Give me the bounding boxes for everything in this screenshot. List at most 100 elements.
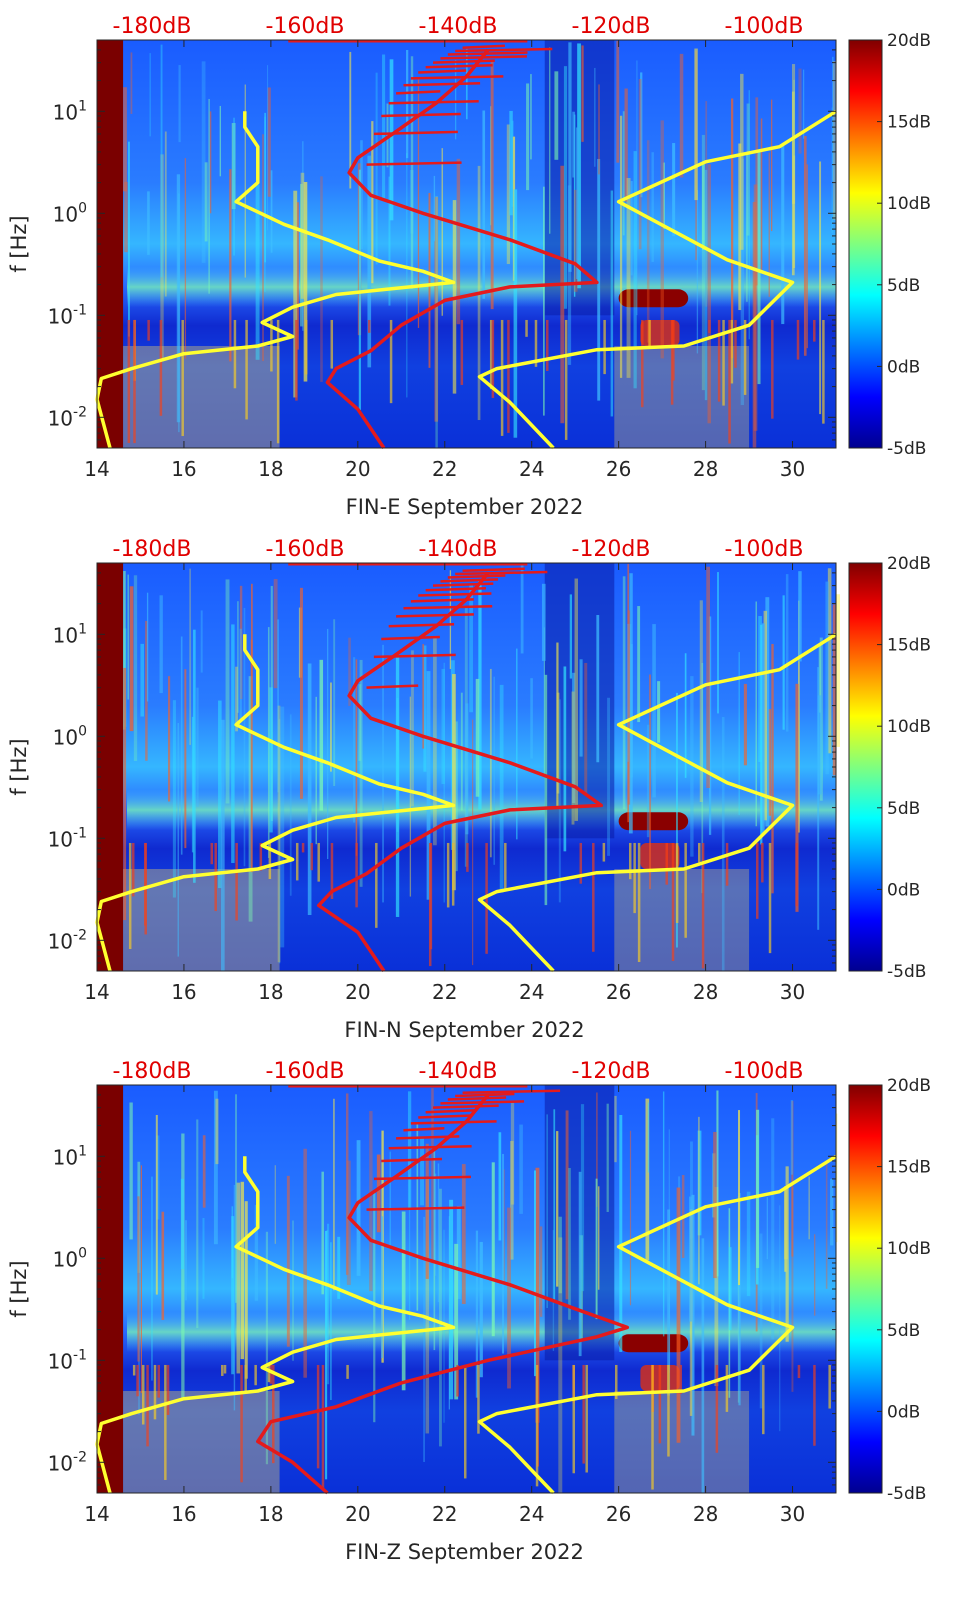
transient-streak	[272, 1364, 275, 1464]
spectrogram-streak	[184, 669, 187, 849]
transient-streak	[240, 1364, 243, 1483]
red-spike	[381, 635, 440, 641]
spectrogram-streak	[358, 684, 362, 761]
spectrogram-streak	[636, 60, 638, 316]
x-tick-label: 26	[606, 980, 631, 1004]
transient-streak	[233, 319, 237, 389]
colorbar-label: -5dB	[887, 962, 926, 982]
spectrogram-streak	[676, 1187, 681, 1443]
colorbar-label: 0dB	[887, 1402, 920, 1422]
x-tick-label: 16	[171, 457, 196, 481]
x-tick-label: 24	[519, 1502, 544, 1526]
spectrogram-streak	[578, 1171, 582, 1357]
spectrogram-streak	[721, 716, 725, 971]
transient-streak	[698, 842, 701, 863]
spectrogram-streak	[455, 59, 457, 140]
spectrogram-streak	[738, 652, 740, 816]
spectrogram-streak	[708, 616, 712, 835]
transient-streak	[268, 842, 272, 880]
spectrogram-streak	[140, 643, 145, 717]
red-spike	[388, 622, 455, 628]
transient-streak	[603, 319, 606, 375]
transient-streak	[244, 1364, 247, 1394]
spectrogram-streak	[507, 1207, 511, 1389]
transient-streak	[259, 842, 263, 871]
spectrogram-streak	[395, 655, 400, 917]
x-tick-label: 28	[693, 980, 718, 1004]
spectrogram-streak	[698, 1116, 700, 1285]
spectrogram-streak	[373, 1192, 376, 1423]
spectrogram-streak	[435, 196, 438, 448]
transient-streak	[157, 1364, 160, 1398]
spectrogram-streak	[803, 135, 807, 356]
spectrogram-streak	[696, 190, 699, 354]
spectrogram-streak	[622, 111, 625, 236]
transient-streak	[535, 1364, 539, 1487]
y-tick-label: 10-1	[48, 1347, 87, 1373]
spectrogram-streak	[160, 44, 163, 278]
transient-streak	[796, 319, 800, 360]
spectrogram-streak	[614, 1095, 617, 1163]
spectrogram-streak	[130, 52, 133, 114]
spectrogram-streak	[509, 110, 513, 216]
red-spike	[381, 1157, 442, 1163]
spectrogram-streak	[543, 627, 545, 776]
spectrogram-streak	[369, 1111, 373, 1292]
spectrogram-streak	[371, 121, 374, 284]
spectrogram-streak	[325, 1230, 328, 1480]
spectrogram-streak	[652, 624, 656, 798]
spectrogram-streak	[782, 595, 785, 730]
spectrogram-streak	[396, 697, 399, 832]
transient-streak	[316, 1364, 320, 1469]
spectrogram-streak	[817, 695, 822, 795]
low-frequency-block	[123, 346, 280, 448]
spectrogram-streak	[303, 181, 308, 382]
transient-streak	[797, 1364, 801, 1379]
spectrogram-streak	[580, 1104, 585, 1292]
spectrogram-streak	[355, 659, 358, 856]
spectrogram-streak	[167, 676, 171, 802]
spectrogram-streak	[315, 696, 317, 845]
red-spike	[410, 598, 474, 603]
x-tick-label: 30	[780, 980, 805, 1004]
spectrogram-streak	[204, 162, 208, 242]
spectrogram-streak	[596, 1092, 598, 1207]
spectrogram-streak	[771, 643, 774, 894]
spectrogram-streak	[667, 1209, 671, 1396]
transient-streak	[133, 319, 136, 444]
spectrogram-streaks	[129, 1088, 838, 1493]
spectrogram-streak	[771, 99, 773, 232]
transient-streak	[375, 842, 378, 928]
spectrogram-streak	[552, 1230, 555, 1351]
spectrogram-streak	[452, 674, 456, 891]
x-tick-label: 24	[519, 980, 544, 1004]
spectrogram-streak	[433, 1150, 436, 1351]
spectrogram-streak	[740, 73, 744, 250]
red-spike	[366, 1206, 465, 1211]
x-axis-title: FIN-N September 2022	[344, 1018, 584, 1042]
spectrogram-streak	[264, 112, 267, 263]
spectrogram-streak	[233, 1184, 236, 1411]
spectrogram-streak	[482, 110, 486, 299]
transient-streak	[159, 319, 163, 416]
transient-streak	[270, 319, 273, 372]
colorbar	[848, 562, 883, 972]
spectrogram-streak	[129, 1102, 133, 1240]
spectrogram-streak	[783, 1186, 788, 1260]
transient-streak	[451, 842, 455, 906]
transient-streak	[181, 319, 184, 437]
spectrogram-streak	[833, 60, 836, 220]
top-db-label: -180dB	[113, 537, 192, 562]
spectrogram-streak	[694, 48, 698, 201]
spectrogram-streak	[456, 158, 461, 325]
spectrogram-streak	[784, 1186, 787, 1272]
spectrogram-streak	[657, 681, 661, 743]
storm-hotspot	[618, 1334, 689, 1353]
spectrogram-streak	[752, 202, 757, 448]
transient-streak	[637, 842, 641, 963]
x-tick-label: 30	[780, 457, 805, 481]
transient-streak	[245, 319, 248, 420]
x-tick-label: 20	[345, 980, 370, 1004]
y-axis-title: f [Hz]	[7, 738, 31, 795]
spectrogram-streak	[367, 155, 372, 368]
